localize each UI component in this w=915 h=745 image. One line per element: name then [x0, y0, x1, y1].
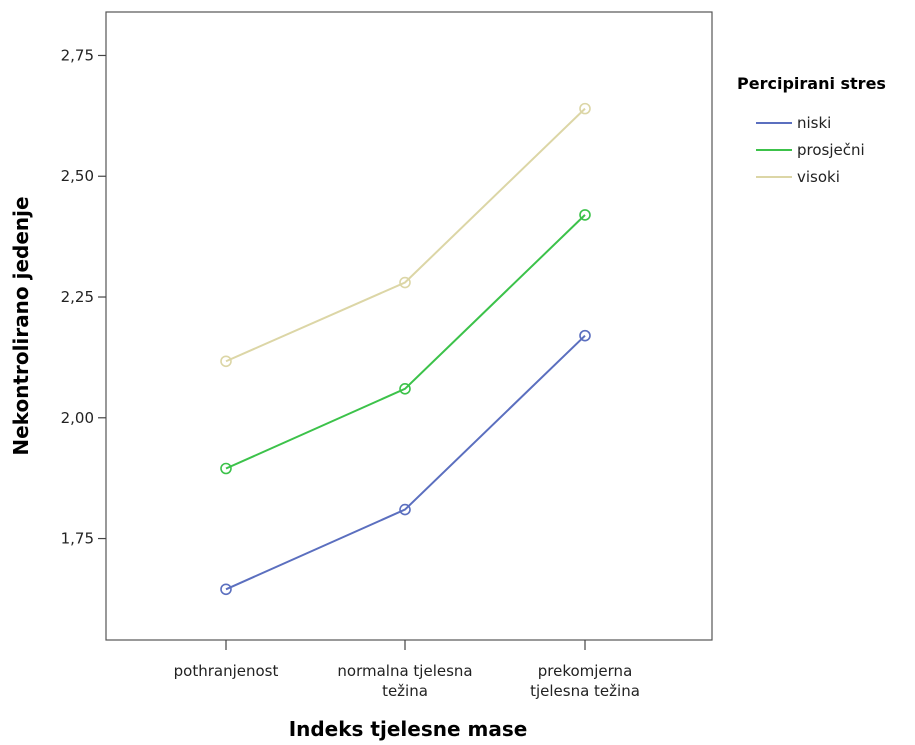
series-visoki	[220, 102, 591, 368]
series-prosječni	[220, 209, 591, 475]
y-axis: 1,75 2,00 2,25 2,50 2,75	[61, 46, 106, 548]
data-point	[220, 462, 232, 475]
x-tick-label: tjelesna težina	[530, 682, 640, 700]
legend: Percipirani stres niski prosječni visoki	[737, 74, 886, 186]
data-point	[579, 329, 591, 342]
series-line	[225, 214, 586, 470]
legend-label: visoki	[797, 168, 840, 186]
data-point	[399, 276, 411, 289]
legend-label: prosječni	[797, 141, 865, 159]
y-axis-title: Nekontrolirano jedenje	[9, 196, 33, 455]
legend-title: Percipirani stres	[737, 74, 886, 93]
x-axis: pothranjenost normalna tjelesna težina prek…	[174, 640, 640, 700]
series-layer	[220, 102, 591, 596]
y-tick-label: 2,50	[61, 167, 94, 185]
data-point	[220, 583, 232, 596]
x-axis-title: Indeks tjelesne mase	[289, 717, 528, 741]
y-tick-label: 1,75	[61, 530, 94, 548]
x-tick-label: pothranjenost	[174, 662, 279, 680]
series-line	[225, 107, 586, 363]
data-point	[220, 355, 232, 368]
data-point	[399, 382, 411, 395]
data-point	[579, 102, 591, 115]
x-tick-label: normalna tjelesna	[337, 662, 472, 680]
series-niski	[220, 329, 591, 596]
plot-frame	[105, 11, 713, 641]
y-tick-label: 2,00	[61, 409, 94, 427]
legend-label: niski	[797, 114, 831, 132]
series-line	[225, 334, 586, 591]
data-point	[579, 209, 591, 221]
y-tick-label: 2,25	[61, 288, 94, 306]
x-tick-label: prekomjerna	[538, 662, 633, 680]
x-tick-label: težina	[382, 682, 428, 700]
data-point	[399, 503, 411, 516]
y-tick-label: 2,75	[61, 46, 94, 64]
